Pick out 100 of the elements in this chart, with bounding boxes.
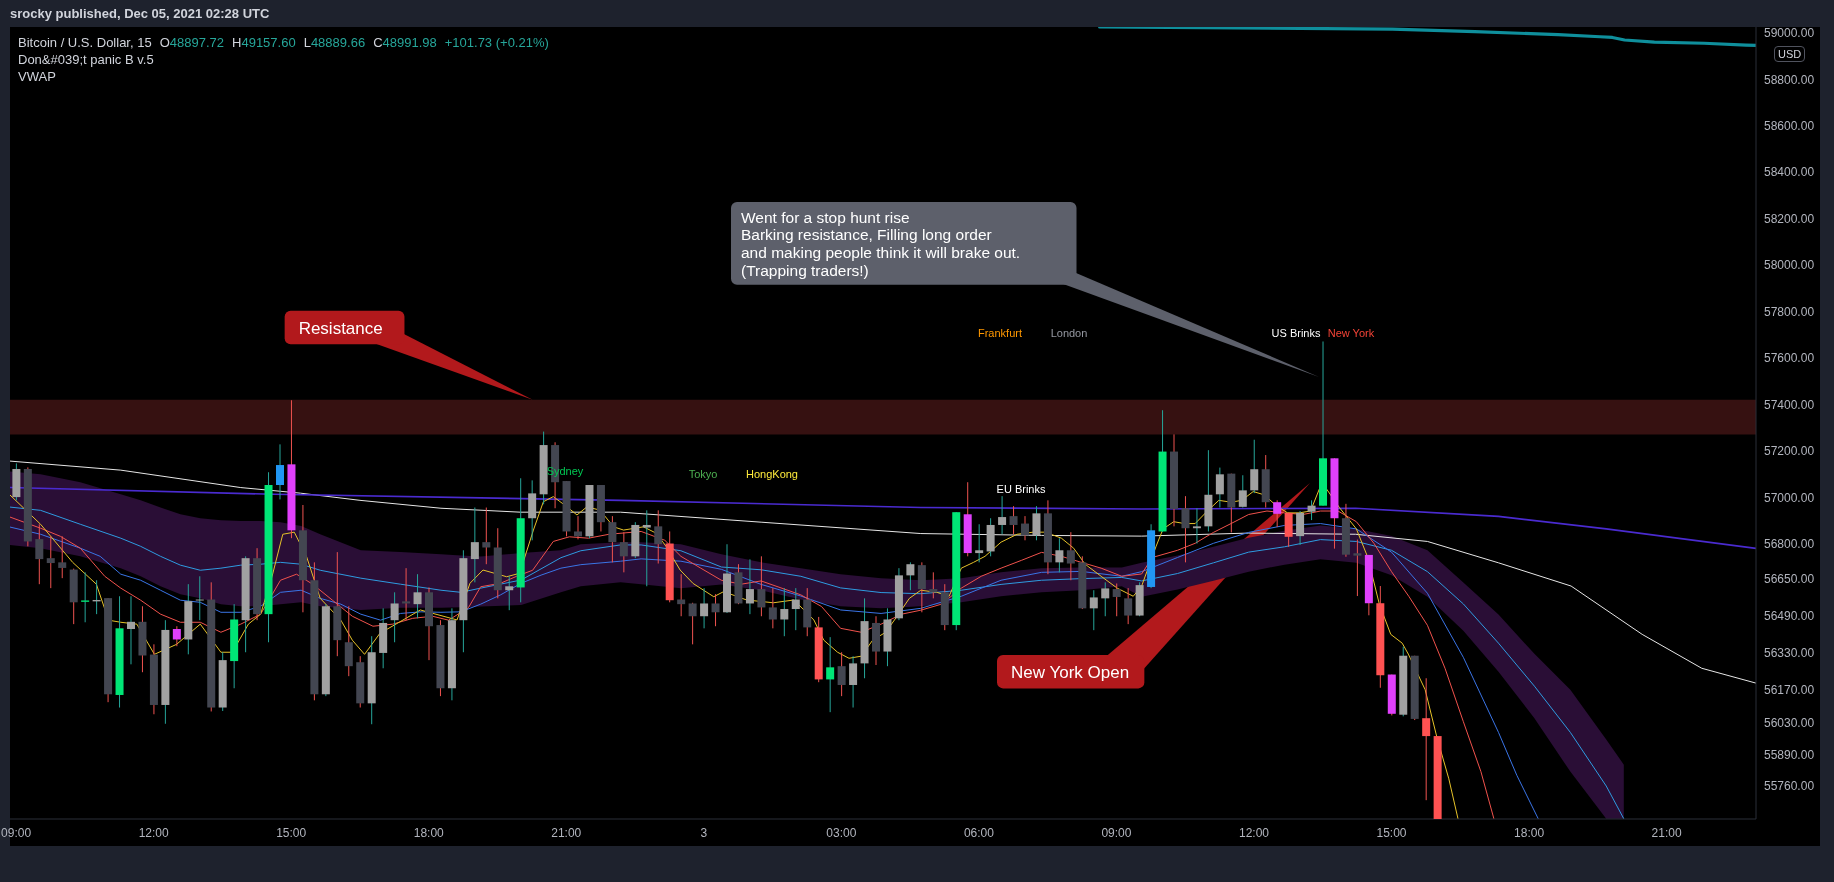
candlestick <box>1296 510 1305 546</box>
x-tick-label: 09:00 <box>1 825 32 840</box>
candlestick <box>619 531 628 573</box>
candlestick <box>826 636 835 713</box>
candlestick <box>402 567 411 621</box>
candlestick <box>849 655 858 709</box>
y-tick-label: 57800.00 <box>1764 304 1815 319</box>
x-tick-label: 15:00 <box>1376 825 1407 840</box>
candlestick <box>780 587 789 637</box>
annotation: Sydney <box>546 465 584 477</box>
candlestick <box>906 561 915 591</box>
x-tick-label: 21:00 <box>1651 825 1682 840</box>
y-tick-label: 56170.00 <box>1764 683 1815 698</box>
x-tick-label: 18:00 <box>413 825 445 840</box>
candlestick <box>482 507 491 565</box>
candlestick <box>745 558 754 615</box>
candlestick <box>1238 474 1247 509</box>
annotation: L48889.66 <box>303 35 366 50</box>
candlestick <box>172 625 181 647</box>
candlestick <box>470 507 479 583</box>
candlestick <box>1021 515 1030 541</box>
y-tick-label: 58000.00 <box>1764 258 1815 273</box>
y-tick-label: 58200.00 <box>1764 211 1815 226</box>
y-tick-label: 56800.00 <box>1764 537 1815 552</box>
annotation: VWAP <box>18 68 57 85</box>
x-tick-label: 06:00 <box>963 825 995 840</box>
y-tick-label: 56330.00 <box>1764 646 1815 661</box>
candlestick <box>1192 507 1201 545</box>
candlestick <box>505 575 514 611</box>
annotation: New York Open <box>1011 663 1130 683</box>
annotation: HongKong <box>746 468 798 480</box>
y-tick-label: 57400.00 <box>1764 397 1815 412</box>
candlestick <box>413 573 422 619</box>
y-tick-label: 57000.00 <box>1764 490 1815 505</box>
candlestick <box>1250 439 1259 494</box>
y-tick-label: 59000.00 <box>1764 26 1815 41</box>
x-tick-label: 03:00 <box>826 825 857 840</box>
candlestick <box>1009 505 1018 535</box>
candlestick <box>757 555 766 617</box>
candlestick <box>195 575 204 621</box>
annotation: US Brinks <box>1271 327 1321 339</box>
y-tick-label: 58800.00 <box>1764 72 1815 87</box>
annotation: O48897.72 <box>159 35 225 50</box>
y-tick-label: 55760.00 <box>1764 778 1815 793</box>
annotation: Don&#039;t panic B v.5 <box>18 51 155 68</box>
candlestick <box>127 595 135 665</box>
annotation: Went for a stop hunt rise Barking resistance, Filling long order and making people think it will brake out. (Trapping traders!) <box>741 208 1021 279</box>
candlestick <box>1215 467 1224 509</box>
candlestick <box>58 535 67 579</box>
annotation: Frankfurt <box>977 327 1023 339</box>
candlestick <box>390 591 399 643</box>
candlestick <box>1422 677 1431 801</box>
candlestick <box>711 593 720 627</box>
x-tick-label: 18:00 <box>1514 825 1545 840</box>
candlestick <box>276 443 284 500</box>
annotation: EU Brinks <box>996 483 1046 495</box>
y-tick-label: 55890.00 <box>1764 748 1815 763</box>
y-tick-label: 56030.00 <box>1764 715 1815 730</box>
candlestick <box>1124 587 1133 625</box>
y-tick-label: 57600.00 <box>1764 351 1815 366</box>
x-tick-label: 12:00 <box>1238 825 1270 840</box>
candlestick <box>1112 582 1121 617</box>
candlestick <box>768 587 777 629</box>
annotation: London <box>1050 327 1088 339</box>
chart-subtitle: srocky published, Dec 05, 2021 02:28 UTC <box>10 6 270 22</box>
candlestick <box>574 515 583 540</box>
x-tick-label: 15:00 <box>276 825 307 840</box>
candlestick <box>642 509 651 587</box>
candlestick <box>35 523 44 585</box>
text: Bitcoin / U.S. Dollar, 15 <box>18 35 152 50</box>
line-series <box>10 460 1756 684</box>
candlestick <box>1032 505 1041 541</box>
candlestick <box>975 523 984 563</box>
x-tick-label: 3 <box>700 825 708 840</box>
annotation: New York <box>1327 327 1375 339</box>
annotation: C48991.98 <box>373 35 437 50</box>
annotation: H49157.60 <box>232 35 296 50</box>
y-tick-label: 56490.00 <box>1764 609 1815 624</box>
candlestick <box>1055 537 1064 573</box>
candlestick <box>688 602 697 645</box>
candlestick <box>1101 581 1110 617</box>
candlestick <box>917 561 926 613</box>
annotation: Tokyo <box>688 468 718 480</box>
candlestick <box>929 571 938 599</box>
candlestick <box>81 571 90 623</box>
candlestick <box>998 495 1007 535</box>
candlestick <box>1353 539 1362 597</box>
line-series <box>1098 27 1756 47</box>
candlestick <box>46 535 55 589</box>
y-tick-label: 56650.00 <box>1764 571 1815 586</box>
annotation: Resistance <box>298 318 383 338</box>
y-tick-label: 58600.00 <box>1764 118 1815 133</box>
y-tick-label: 57200.00 <box>1764 444 1815 459</box>
unit-badge: USD <box>1774 46 1806 62</box>
candlestick <box>608 515 617 563</box>
candlestick <box>791 587 800 631</box>
candlestick <box>1089 589 1098 631</box>
x-tick-label: 12:00 <box>138 825 169 840</box>
candlestick <box>344 605 353 677</box>
candlestick <box>1066 531 1075 581</box>
